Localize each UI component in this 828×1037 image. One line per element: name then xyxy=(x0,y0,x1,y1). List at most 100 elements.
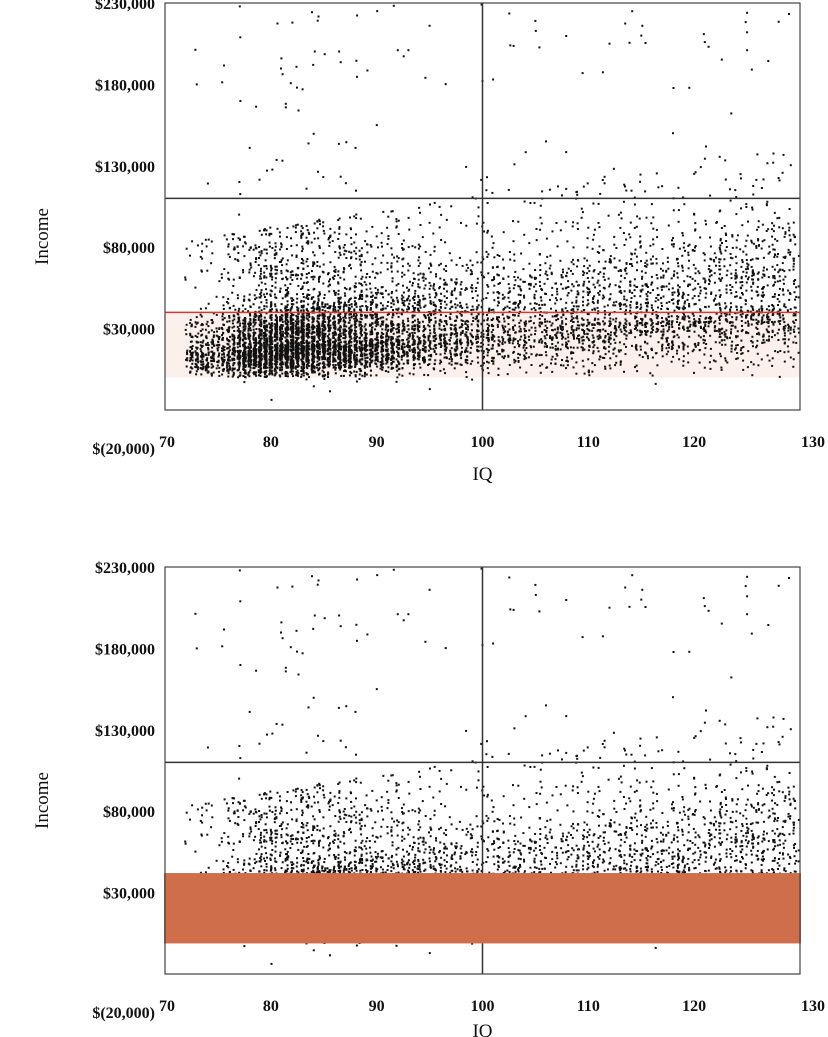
scatter-point xyxy=(625,337,628,340)
scatter-point xyxy=(778,275,781,278)
scatter-point xyxy=(243,317,246,319)
scatter-point xyxy=(270,267,273,270)
scatter-point xyxy=(618,286,621,289)
scatter-point xyxy=(555,299,558,302)
scatter-point xyxy=(243,368,246,371)
scatter-point xyxy=(751,270,754,273)
scatter-point xyxy=(593,364,596,367)
scatter-point xyxy=(265,265,268,267)
scatter-point xyxy=(255,257,258,260)
scatter-point xyxy=(640,260,642,263)
scatter-point xyxy=(688,335,691,338)
scatter-point xyxy=(644,330,646,332)
scatter-point xyxy=(588,288,591,291)
scatter-point xyxy=(762,338,765,341)
scatter-point xyxy=(433,345,436,347)
scatter-point xyxy=(228,365,231,368)
scatter-point xyxy=(307,359,309,362)
scatter-point xyxy=(528,242,531,245)
scatter-point xyxy=(455,283,458,286)
scatter-point xyxy=(781,289,784,292)
scatter-point xyxy=(617,213,620,216)
scatter-point xyxy=(755,346,758,349)
scatter-point xyxy=(597,221,600,224)
scatter-point xyxy=(310,366,313,369)
scatter-point xyxy=(380,357,383,360)
scatter-point xyxy=(353,241,356,244)
scatter-point xyxy=(755,257,758,260)
scatter-point xyxy=(490,319,493,321)
scatter-point xyxy=(359,349,362,352)
scatter-point xyxy=(398,323,401,326)
scatter-point xyxy=(334,333,337,336)
scatter-point xyxy=(350,344,353,347)
scatter-point xyxy=(792,328,795,331)
scatter-point xyxy=(797,351,800,354)
scatter-point xyxy=(286,372,289,375)
scatter-point xyxy=(712,299,715,302)
scatter-point xyxy=(311,356,314,359)
scatter-point xyxy=(384,342,387,345)
scatter-point xyxy=(497,374,500,376)
scatter-point xyxy=(369,354,372,357)
scatter-point xyxy=(369,365,372,368)
scatter-point xyxy=(657,186,660,189)
scatter-point xyxy=(339,312,342,315)
scatter-point xyxy=(242,351,245,354)
scatter-point xyxy=(254,350,257,353)
scatter-point xyxy=(403,352,406,355)
scatter-point xyxy=(524,320,527,323)
scatter-point xyxy=(577,292,580,295)
scatter-point xyxy=(215,344,218,347)
scatter-point xyxy=(355,344,358,347)
scatter-point xyxy=(580,310,583,313)
scatter-point xyxy=(413,296,415,299)
scatter-point xyxy=(514,279,517,282)
scatter-point xyxy=(443,338,446,341)
scatter-point xyxy=(337,333,340,336)
scatter-point xyxy=(370,295,373,298)
scatter-point xyxy=(212,353,214,356)
scatter-point xyxy=(392,349,394,352)
scatter-point xyxy=(310,348,313,351)
scatter-point xyxy=(207,347,210,349)
scatter-point xyxy=(368,276,371,278)
scatter-point xyxy=(713,281,716,284)
scatter-point xyxy=(501,324,504,327)
scatter-point xyxy=(451,305,454,308)
scatter-point xyxy=(782,278,785,281)
scatter-point xyxy=(619,305,622,308)
scatter-point xyxy=(517,276,519,279)
scatter-point xyxy=(740,177,742,180)
scatter-point xyxy=(307,310,310,313)
scatter-point xyxy=(789,253,791,256)
scatter-point xyxy=(243,343,246,346)
scatter-point xyxy=(265,358,268,361)
scatter-point xyxy=(215,367,218,370)
scatter-point xyxy=(200,324,203,327)
scatter-point xyxy=(782,288,784,291)
scatter-point xyxy=(417,294,420,297)
scatter-point xyxy=(693,371,695,374)
scatter-point xyxy=(545,331,548,334)
scatter-point xyxy=(221,353,224,356)
scatter-point xyxy=(665,269,668,272)
scatter-point xyxy=(602,275,605,278)
scatter-point xyxy=(485,250,488,253)
scatter-point xyxy=(580,216,583,219)
scatter-point xyxy=(380,323,383,326)
scatter-point xyxy=(700,327,702,329)
scatter-point xyxy=(232,285,235,287)
scatter-point xyxy=(575,296,578,299)
scatter-point xyxy=(671,293,674,296)
scatter-point xyxy=(793,291,796,294)
scatter-point xyxy=(572,366,575,369)
scatter-point xyxy=(191,335,194,338)
scatter-point xyxy=(365,230,368,233)
scatter-point xyxy=(672,245,675,248)
scatter-point xyxy=(740,352,743,355)
scatter-point xyxy=(406,353,409,356)
scatter-point xyxy=(469,346,472,349)
scatter-point xyxy=(305,378,308,381)
scatter-point xyxy=(525,357,528,360)
